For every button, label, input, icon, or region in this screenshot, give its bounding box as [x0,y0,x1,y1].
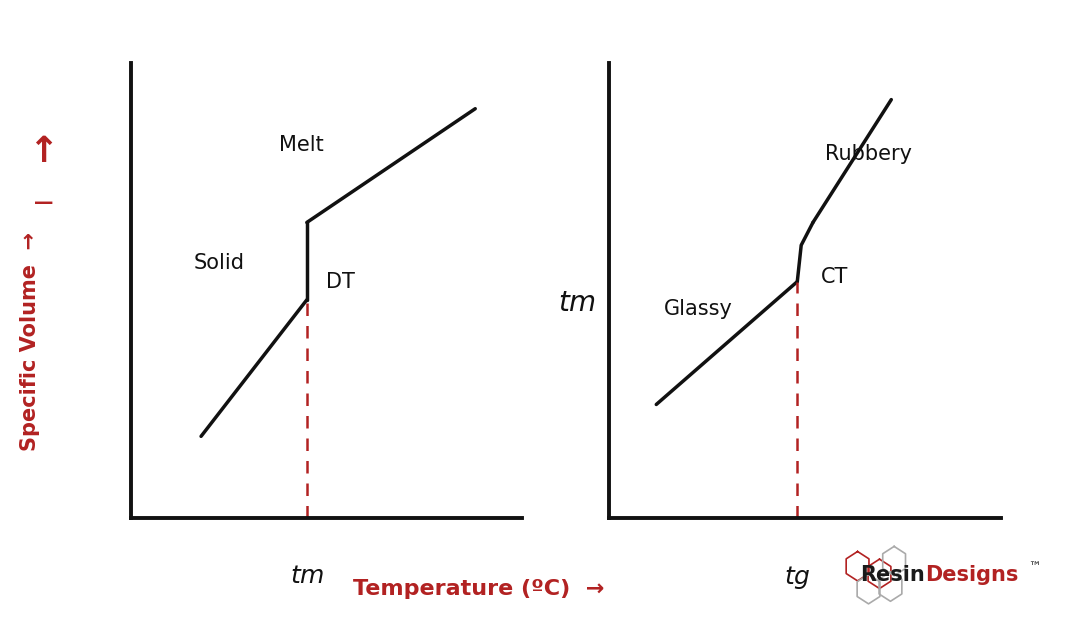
Text: ↑: ↑ [28,135,59,169]
Text: DT: DT [326,272,356,291]
Text: Rubbery: Rubbery [825,144,912,164]
Text: $tm$: $tm$ [289,564,324,588]
Text: ™: ™ [1028,561,1040,574]
Text: $tm$: $tm$ [558,289,595,317]
Text: Resin: Resin [860,565,925,585]
Text: Temperature (ºC)  →: Temperature (ºC) → [353,579,605,599]
Text: —: — [34,193,53,212]
Text: CT: CT [820,267,849,287]
Text: Designs: Designs [925,565,1018,585]
Text: Specific Volume  →: Specific Volume → [21,232,40,451]
Text: $tg$: $tg$ [784,564,811,591]
Text: Melt: Melt [280,135,324,155]
Text: Glassy: Glassy [664,299,733,319]
Text: Solid: Solid [194,253,244,274]
